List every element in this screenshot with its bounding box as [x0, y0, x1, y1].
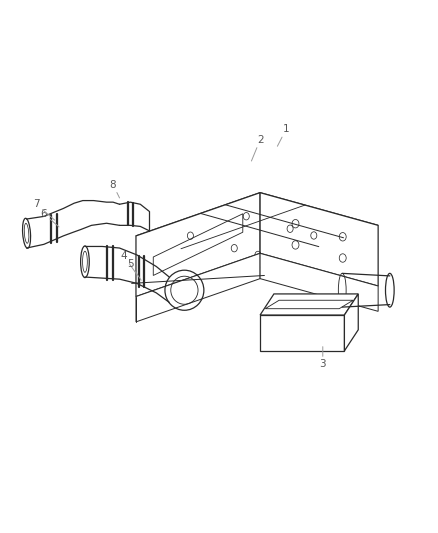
Text: 4: 4: [120, 251, 137, 274]
Text: 8: 8: [110, 180, 120, 198]
Text: 5: 5: [127, 259, 141, 280]
Polygon shape: [136, 192, 378, 270]
Polygon shape: [260, 294, 358, 315]
Polygon shape: [136, 192, 260, 296]
Ellipse shape: [385, 273, 394, 307]
Text: 1: 1: [277, 124, 290, 146]
Ellipse shape: [22, 219, 31, 248]
Text: 7: 7: [33, 199, 55, 220]
Polygon shape: [260, 315, 344, 351]
Text: 3: 3: [319, 346, 326, 369]
Text: 2: 2: [251, 135, 263, 161]
Polygon shape: [260, 192, 378, 286]
Polygon shape: [136, 253, 260, 322]
Polygon shape: [260, 253, 378, 311]
Ellipse shape: [81, 246, 89, 278]
Polygon shape: [344, 294, 358, 351]
Text: 6: 6: [41, 209, 59, 227]
